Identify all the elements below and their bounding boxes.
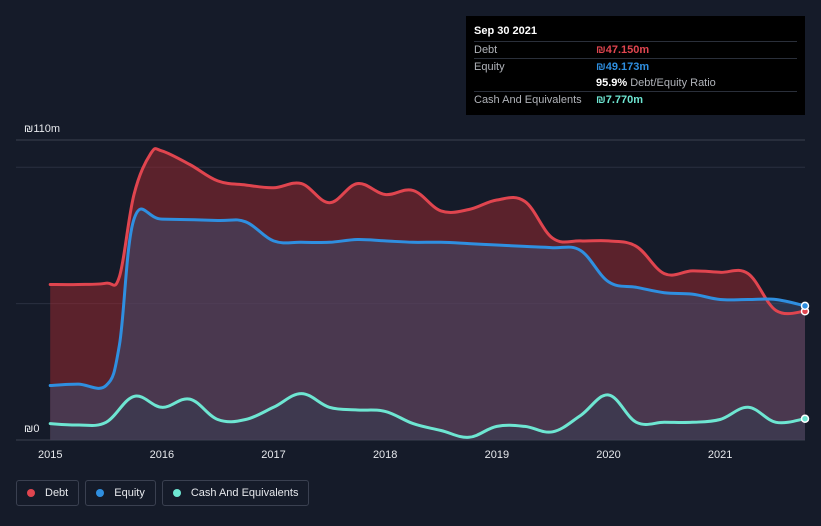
x-tick-label: 2016 — [150, 449, 174, 461]
tooltip-ratio-label: Debt/Equity Ratio — [630, 77, 716, 89]
x-tick-label: 2020 — [596, 449, 620, 461]
series-lines — [48, 147, 807, 439]
legend-item-equity[interactable]: Equity — [85, 480, 156, 506]
cash-and-equivalents-line — [48, 392, 807, 439]
y-tick-label-top: ₪110m — [24, 123, 60, 135]
tooltip-equity-row: Equity ₪49.173m — [474, 58, 797, 75]
legend-label-debt: Debt — [45, 487, 69, 499]
x-tick-label: 2017 — [261, 449, 285, 461]
x-tick-label: 2019 — [485, 449, 509, 461]
x-tick-label: 2015 — [38, 449, 62, 461]
legend-label-equity: Equity — [114, 487, 145, 499]
debt-dot-icon — [27, 489, 35, 497]
x-tick-label: 2021 — [708, 449, 732, 461]
debt-line — [48, 147, 807, 316]
tooltip-debt-value: ₪47.150m — [596, 44, 650, 56]
x-tick-label: 2018 — [373, 449, 397, 461]
equity-end-marker — [800, 301, 810, 311]
tooltip-cash-label: Cash And Equivalents — [474, 94, 582, 106]
legend-label-cash: Cash And Equivalents — [190, 487, 299, 499]
cash-dot-icon — [172, 489, 181, 497]
tooltip-ratio-value: 95.9% — [596, 77, 628, 89]
cash-and-equivalents-area — [50, 393, 805, 440]
data-tooltip: Sep 30 2021 Debt ₪47.150m Equity ₪49.173… — [466, 16, 805, 115]
tooltip-ratio-row: 95.9% Debt/Equity Ratio — [474, 75, 797, 91]
tooltip-date: Sep 30 2021 — [474, 25, 537, 37]
axis-labels: ₪110m ₪0 2015 2016 2017 2018 2019 2020 2021 — [24, 123, 732, 461]
tooltip-debt-row: Debt ₪47.150m — [474, 41, 797, 58]
tooltip-cash-row: Cash And Equivalents ₪7.770m — [474, 91, 797, 108]
tooltip-equity-label: Equity — [474, 61, 505, 73]
equity-line — [48, 207, 807, 390]
tooltip-cash-value: ₪7.770m — [596, 94, 644, 106]
chart-legend: Debt Equity Cash And Equivalents — [16, 480, 310, 506]
tooltip-equity-value: ₪49.173m — [596, 61, 650, 73]
end-markers — [800, 301, 810, 423]
y-tick-label-zero: ₪0 — [24, 423, 39, 435]
legend-item-cash[interactable]: Cash And Equivalents — [161, 480, 310, 506]
cash-and-equivalents-end-marker — [800, 414, 810, 423]
equity-area — [50, 208, 805, 440]
tooltip-debt-label: Debt — [474, 44, 498, 56]
equity-dot-icon — [96, 489, 105, 497]
legend-item-debt[interactable]: Debt — [16, 480, 80, 506]
